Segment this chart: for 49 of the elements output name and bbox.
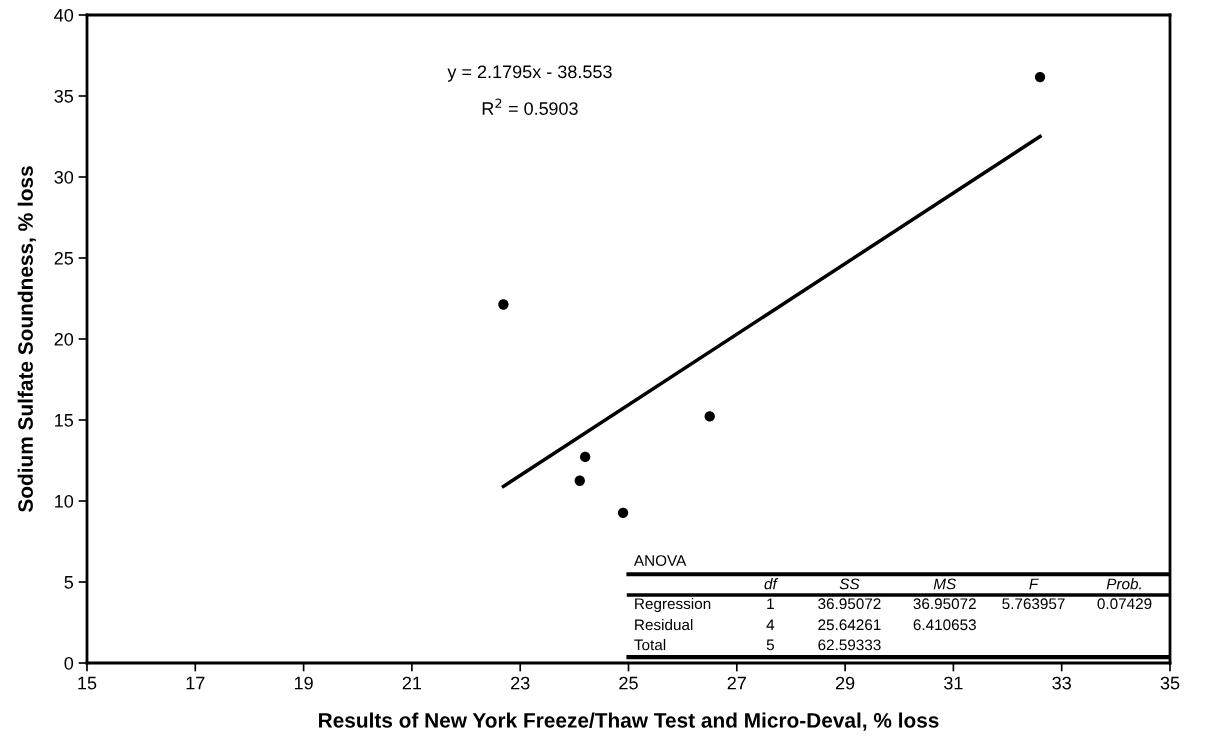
annotation: SS	[839, 578, 860, 590]
x-tick-label: 27	[727, 676, 746, 690]
annotation: ANOVA	[633, 555, 687, 567]
y-tick-label: 30	[54, 170, 74, 184]
annotation: 0.07429	[1097, 598, 1152, 610]
annotation: Residual	[635, 618, 693, 631]
point	[498, 299, 509, 310]
point	[580, 451, 591, 463]
y-axis-title: Sodium Sulfate Soundness, % loss	[17, 166, 36, 513]
y-tick-label: 5	[64, 576, 74, 589]
annotation: 4	[766, 619, 775, 631]
annotation: 5	[766, 639, 774, 651]
annotation: R$^{2}$ = 0.5903	[482, 98, 578, 115]
x-axis-title: Results of New York Freeze/Thaw Test and Micro-Deval, % loss	[319, 712, 939, 731]
y-tick-label: 10	[55, 494, 74, 508]
y-tick-label: 35	[54, 89, 74, 103]
y-tick-label: 40	[54, 8, 74, 22]
x-tick-label: 35	[1160, 676, 1180, 690]
annotation: 6.410653	[913, 619, 976, 631]
annotation: Regression	[635, 597, 711, 613]
x-tick-label: 25	[619, 676, 638, 690]
y-tick-label: 25	[54, 251, 74, 265]
annotation: F	[1029, 578, 1039, 590]
x-tick-label: 15	[78, 676, 97, 690]
annotation: df	[764, 578, 779, 590]
y-tick-label: 20	[54, 332, 74, 346]
point	[574, 475, 585, 486]
annotation: 36.95072	[913, 598, 976, 610]
x-tick-label: 21	[402, 676, 422, 690]
annotation: Prob.	[1106, 578, 1141, 590]
point	[1034, 71, 1046, 83]
annotation: 36.95072	[818, 598, 881, 610]
y-tick-label: 0	[64, 656, 74, 670]
annotation: y = 2.1795x - 38.553	[447, 65, 612, 82]
x-tick-label: 31	[944, 676, 963, 690]
y-tick-label: 15	[55, 414, 74, 427]
annotation: 5.763957	[1002, 598, 1065, 610]
annotation: MS	[933, 578, 957, 590]
annotation: 25.64261	[818, 619, 881, 631]
point	[704, 411, 715, 422]
annotation: 62.59333	[818, 639, 881, 651]
x-tick-label: 23	[511, 676, 530, 690]
x-tick-label: 29	[835, 676, 855, 690]
x-tick-label: 17	[186, 676, 205, 690]
x-tick-label: 33	[1052, 676, 1071, 690]
annotation: 1	[767, 598, 774, 609]
annotation: Total	[634, 639, 666, 651]
point	[617, 507, 629, 518]
x-tick-label: 19	[294, 676, 313, 690]
